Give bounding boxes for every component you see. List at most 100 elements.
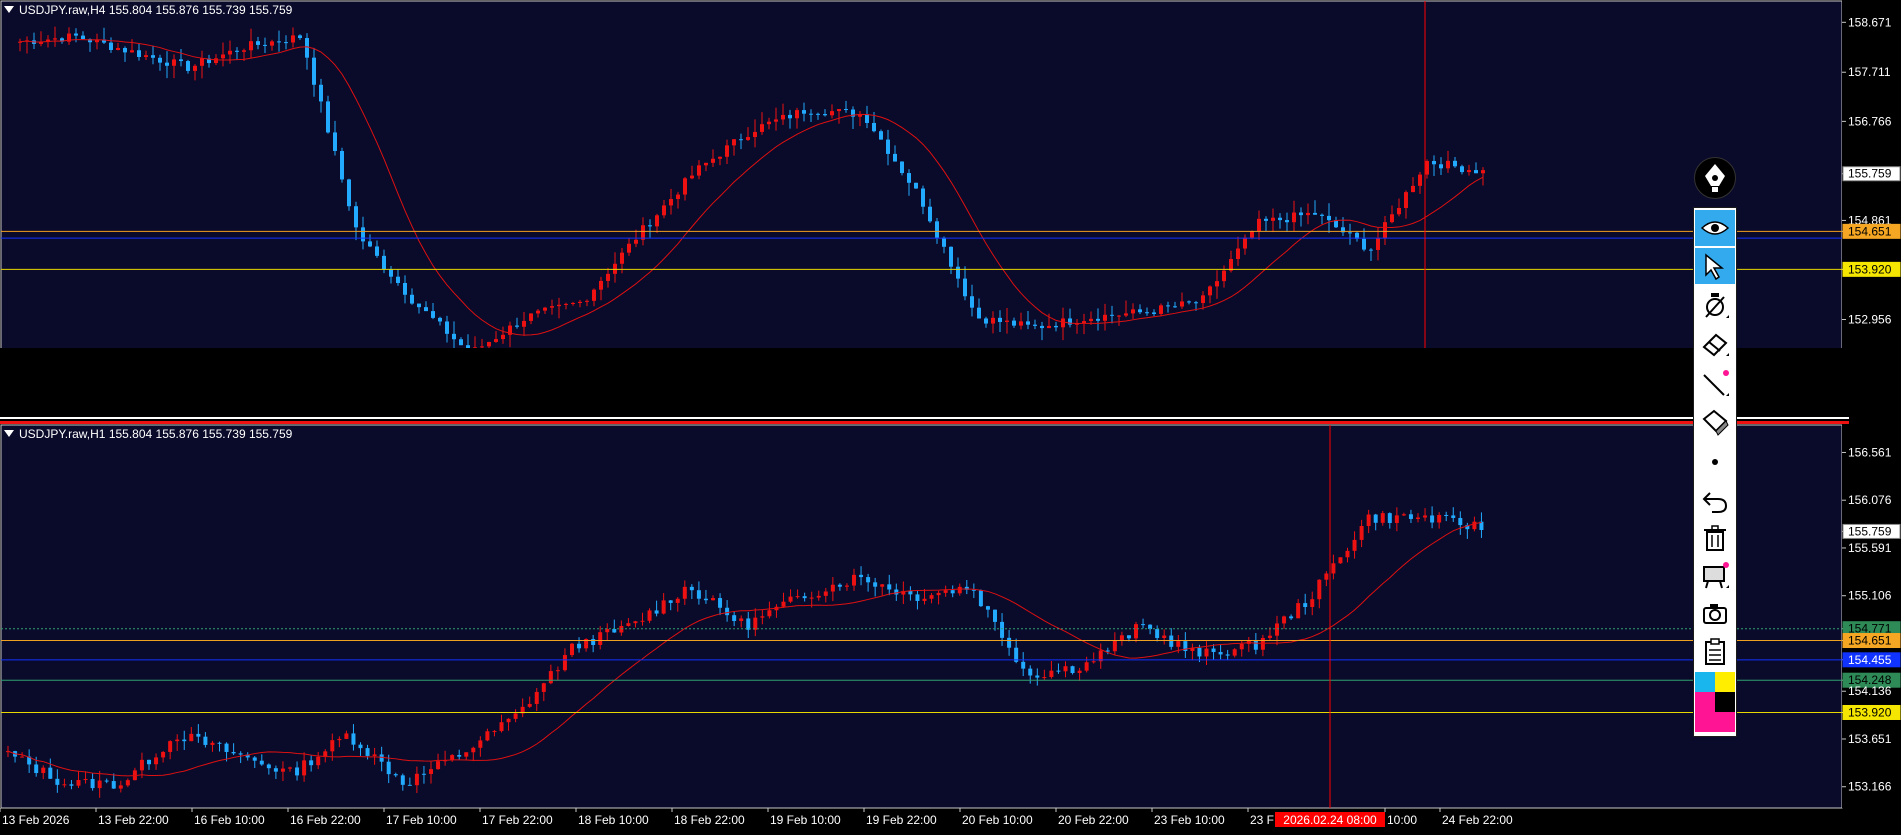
candle-body — [1430, 515, 1435, 523]
time-label: 24 Feb 22:00 — [1442, 813, 1513, 827]
clipboard-button[interactable] — [1695, 634, 1735, 670]
panel-separator[interactable] — [0, 416, 1901, 424]
candle-body — [242, 50, 246, 52]
candle-body — [669, 199, 673, 206]
candle-body — [1289, 616, 1294, 619]
palette-color-swatch[interactable] — [1695, 712, 1715, 732]
candle-body — [471, 747, 476, 753]
palette-color-swatch[interactable] — [1695, 692, 1715, 712]
price-label: 158.671 — [1848, 15, 1892, 29]
candle-body — [964, 586, 969, 590]
candle-body — [231, 752, 236, 754]
line-tool-button[interactable] — [1695, 366, 1735, 402]
candle-body — [1040, 325, 1044, 329]
candle-body — [74, 33, 78, 36]
price-axis — [1842, 424, 1901, 808]
candle-body — [90, 778, 95, 789]
dot-size-button[interactable] — [1695, 444, 1735, 480]
candle-body — [1112, 640, 1117, 652]
candle-body — [487, 341, 491, 347]
candle-body — [109, 42, 113, 50]
pen-badge[interactable] — [1694, 157, 1736, 199]
candle-body — [879, 131, 883, 140]
candle-body — [1467, 170, 1471, 173]
candle-body — [809, 597, 814, 599]
candle-body — [421, 773, 426, 775]
candle-body — [1481, 170, 1485, 174]
palette-color-swatch[interactable] — [1715, 712, 1735, 732]
upper-chart-canvas[interactable]: 158.671157.711156.766155.759154.861154.6… — [0, 0, 1901, 348]
screen-capture-button[interactable] — [1695, 558, 1735, 594]
candle-body — [1084, 662, 1089, 671]
candle-body — [1047, 325, 1051, 329]
cursor-tool-button[interactable] — [1695, 248, 1735, 284]
price-label-box — [1842, 704, 1901, 720]
candle-body — [62, 784, 67, 786]
candle-body — [1019, 321, 1023, 326]
collapse-triangle-icon[interactable] — [4, 6, 14, 13]
trash-button[interactable] — [1695, 520, 1735, 556]
highlighter-tool-button[interactable] — [1695, 404, 1735, 440]
camera-button[interactable] — [1695, 596, 1735, 632]
lower-chart-title: USDJPY.raw,H1 155.804 155.876 155.739 15… — [4, 427, 292, 441]
candle-body — [210, 742, 215, 745]
candle-body — [802, 596, 807, 599]
candle-body — [978, 590, 983, 607]
candle-body — [543, 307, 547, 311]
candle-body — [578, 301, 582, 303]
palette-color-swatch[interactable] — [1715, 672, 1735, 692]
candle-body — [361, 227, 365, 242]
candle-body — [1103, 314, 1107, 321]
candle-body — [492, 731, 497, 733]
candle-body — [991, 317, 995, 324]
palette-color-swatch[interactable] — [1695, 672, 1715, 692]
palette-color-swatch[interactable] — [1715, 692, 1735, 712]
candle-body — [1049, 670, 1054, 678]
candle-body — [464, 752, 469, 757]
lower-chart-canvas[interactable]: 156.561 156.076 155.759 155.591 155.106 154.7… — [0, 424, 1901, 835]
candle-body — [648, 225, 652, 227]
candle-body — [633, 621, 638, 624]
candle-body — [139, 759, 144, 771]
candle-body — [998, 317, 1002, 322]
candle-body — [809, 113, 813, 115]
candle-body — [1313, 212, 1317, 215]
price-label: 153.651 — [1848, 732, 1892, 746]
candle-body — [221, 54, 225, 59]
candle-body — [1345, 550, 1350, 558]
eraser-icon — [1702, 333, 1729, 357]
pen-nib-icon — [1705, 164, 1725, 192]
candle-body — [1063, 666, 1068, 672]
cursor-arrow-icon — [1705, 253, 1725, 281]
candle-body — [654, 610, 659, 614]
time-label: 20 Feb 10:00 — [962, 813, 1033, 827]
candle-body — [326, 101, 330, 133]
candle-body — [683, 178, 687, 195]
candle-body — [859, 574, 864, 578]
candle-body — [1383, 222, 1387, 239]
eraser-tool-button[interactable] — [1695, 326, 1735, 362]
eye-tool-button[interactable] — [1695, 210, 1735, 246]
candle-body — [908, 590, 913, 595]
candle-body — [753, 617, 758, 630]
candle-body — [816, 595, 821, 598]
crosshair-eraser-button[interactable] — [1695, 288, 1735, 324]
candle-body — [977, 307, 981, 319]
candle-body — [907, 173, 911, 183]
upper-chart-panel[interactable]: 158.671 157.711 156.766 155.759 154.861 154.6… — [0, 0, 1901, 348]
candle-body — [193, 65, 197, 71]
candle-body — [725, 145, 729, 157]
candle-body — [1159, 305, 1163, 314]
undo-button[interactable] — [1695, 482, 1735, 518]
candle-body — [513, 713, 518, 719]
time-label: 17 Feb 10:00 — [386, 813, 457, 827]
candle-body — [41, 767, 46, 774]
candle-body — [365, 748, 370, 756]
candle-body — [1453, 160, 1457, 167]
lower-chart-panel[interactable]: 156.561 156.076 155.759 155.591 155.106 154.7… — [0, 424, 1901, 835]
candle-body — [1187, 301, 1191, 303]
price-label-box — [1842, 523, 1901, 539]
eye-icon — [1700, 221, 1730, 235]
collapse-triangle-icon[interactable] — [4, 430, 14, 437]
candle-body — [151, 55, 155, 58]
